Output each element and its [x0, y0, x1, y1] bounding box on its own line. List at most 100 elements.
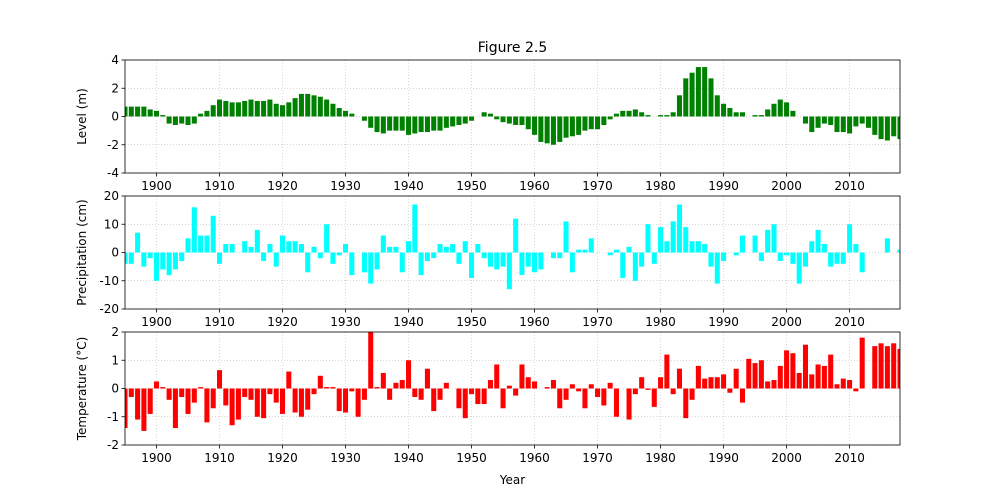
bar — [267, 388, 273, 395]
bar — [128, 106, 134, 117]
bar — [569, 116, 575, 137]
bar — [733, 252, 739, 256]
bar — [853, 388, 859, 392]
bar — [513, 116, 519, 125]
bar — [380, 116, 386, 134]
bar — [689, 72, 695, 117]
bar — [563, 388, 569, 400]
bar — [406, 116, 412, 135]
bar — [859, 337, 865, 389]
bar — [198, 113, 204, 117]
bar — [273, 388, 279, 403]
bar — [456, 116, 462, 125]
bar — [847, 116, 853, 134]
bar — [620, 252, 626, 278]
bar — [872, 116, 878, 135]
bar — [771, 224, 777, 253]
bar — [626, 246, 632, 253]
bar — [708, 78, 714, 117]
bar — [204, 110, 210, 117]
bar — [387, 116, 393, 131]
bar — [248, 246, 254, 253]
bar — [582, 249, 588, 253]
x-tick-label: 1980 — [645, 451, 676, 465]
bar — [834, 116, 840, 133]
y-axis-label: Level (m) — [75, 88, 89, 145]
bar — [210, 388, 216, 409]
bar — [796, 372, 802, 389]
bar — [613, 249, 619, 253]
bar — [179, 116, 185, 124]
bar — [487, 113, 493, 117]
bar — [834, 384, 840, 389]
bar — [645, 388, 651, 390]
bar — [431, 388, 437, 412]
bar — [752, 235, 758, 253]
bar — [254, 388, 260, 417]
bar — [853, 244, 859, 253]
bar — [532, 252, 538, 273]
bar — [702, 67, 708, 117]
bar — [424, 116, 430, 133]
bar — [639, 112, 645, 117]
bar — [802, 252, 809, 267]
bar — [223, 388, 229, 406]
bar — [727, 388, 733, 393]
x-tick-label: 1920 — [267, 451, 298, 465]
x-tick-label: 1980 — [645, 315, 676, 329]
bar — [242, 241, 248, 253]
bar — [809, 116, 815, 133]
bar — [702, 378, 708, 389]
bar — [166, 252, 172, 276]
bar — [172, 252, 178, 270]
x-tick-label: 1990 — [708, 315, 739, 329]
bar — [639, 252, 645, 267]
bar — [406, 360, 412, 389]
bar — [802, 344, 809, 389]
bar — [412, 388, 418, 397]
bar — [815, 229, 821, 253]
bar — [532, 116, 538, 135]
bar — [261, 100, 267, 117]
bar — [286, 371, 292, 389]
bar — [179, 252, 185, 261]
x-tick-label: 1970 — [582, 315, 613, 329]
bar — [557, 388, 563, 409]
bar — [355, 388, 361, 417]
bar — [595, 116, 601, 130]
bar — [519, 116, 525, 125]
bar — [550, 116, 556, 145]
bar — [513, 388, 519, 396]
x-axis-label: Year — [499, 473, 525, 487]
bar — [645, 115, 651, 117]
x-tick-label: 1900 — [141, 451, 172, 465]
bar — [777, 252, 783, 261]
bar — [368, 252, 374, 284]
bar — [456, 252, 462, 264]
x-tick-label: 1990 — [708, 451, 739, 465]
bar — [733, 368, 739, 389]
bar — [708, 252, 714, 267]
bar — [758, 115, 764, 117]
bar — [891, 343, 897, 389]
bar — [481, 252, 487, 259]
bar — [500, 388, 506, 409]
bar — [399, 380, 405, 389]
bar — [128, 388, 134, 397]
bar — [235, 102, 241, 117]
bar — [632, 388, 638, 395]
bar — [544, 387, 550, 389]
x-tick-label: 1940 — [393, 179, 424, 193]
bar — [330, 103, 336, 117]
bar — [317, 252, 323, 259]
bar — [569, 384, 575, 389]
x-tick-label: 1930 — [330, 315, 361, 329]
bar — [387, 246, 393, 253]
bar — [399, 252, 405, 273]
bar — [349, 252, 355, 276]
bar — [859, 252, 865, 273]
bar — [721, 374, 727, 389]
x-tick-label: 1960 — [519, 179, 550, 193]
bar — [469, 252, 475, 278]
